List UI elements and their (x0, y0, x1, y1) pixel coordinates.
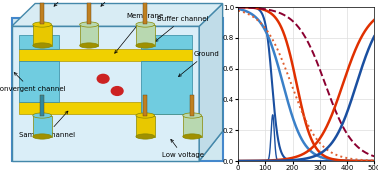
Polygon shape (19, 35, 59, 49)
Text: Ground: Ground (178, 51, 219, 76)
Bar (136, 116, 155, 136)
Bar (143, 94, 147, 116)
Ellipse shape (183, 134, 201, 139)
Text: Convergent channel: Convergent channel (0, 72, 66, 92)
FancyBboxPatch shape (19, 82, 211, 96)
Bar (87, 4, 91, 24)
Polygon shape (19, 49, 192, 61)
Bar (190, 94, 194, 116)
Ellipse shape (136, 113, 155, 118)
FancyBboxPatch shape (12, 18, 223, 161)
Ellipse shape (136, 134, 155, 139)
Ellipse shape (183, 113, 201, 118)
Ellipse shape (33, 43, 51, 48)
Text: Sample channel: Sample channel (19, 111, 75, 138)
Bar (33, 116, 51, 136)
Text: Ground: Ground (100, 0, 125, 6)
Bar (183, 116, 201, 136)
Ellipse shape (33, 22, 51, 27)
Text: High voltage: High voltage (43, 0, 88, 6)
Polygon shape (12, 4, 223, 26)
Circle shape (97, 74, 109, 83)
Bar (80, 25, 98, 46)
Ellipse shape (80, 22, 98, 27)
Text: Buffer channel: Buffer channel (155, 16, 209, 41)
Bar (143, 4, 147, 24)
Ellipse shape (136, 22, 155, 27)
Bar (136, 25, 155, 46)
Ellipse shape (80, 43, 98, 48)
Bar (33, 25, 51, 46)
Polygon shape (141, 35, 192, 49)
Polygon shape (19, 102, 192, 114)
Ellipse shape (33, 113, 51, 118)
Ellipse shape (136, 43, 155, 48)
Ellipse shape (33, 134, 51, 139)
FancyBboxPatch shape (19, 65, 211, 79)
Text: Membrane: Membrane (115, 12, 164, 53)
Polygon shape (19, 61, 59, 102)
Circle shape (111, 87, 123, 95)
Bar (40, 4, 44, 24)
Polygon shape (199, 4, 223, 161)
Polygon shape (12, 26, 199, 161)
Polygon shape (12, 131, 223, 161)
Bar (40, 94, 44, 116)
Polygon shape (141, 61, 192, 114)
Text: Low voltage: Low voltage (162, 139, 204, 159)
